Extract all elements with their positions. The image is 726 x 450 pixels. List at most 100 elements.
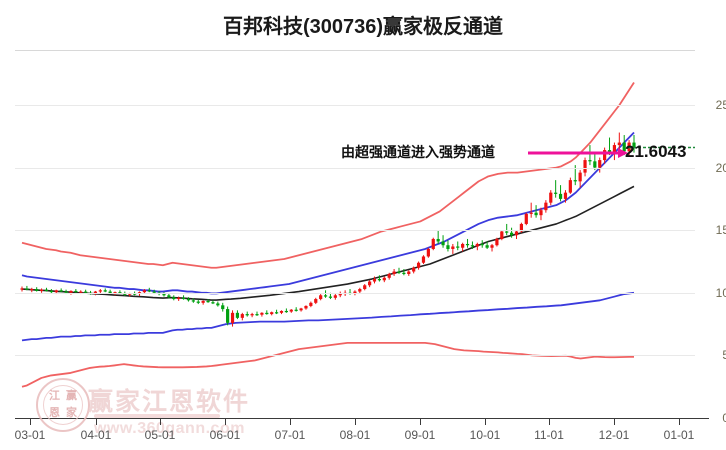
candle-body: [441, 241, 445, 246]
candle-body: [436, 238, 440, 242]
candle-body: [622, 142, 626, 152]
candle-body: [201, 300, 205, 303]
candle-body: [39, 289, 44, 291]
candle-body: [54, 290, 58, 293]
x-axis-tick-label: 01-01: [663, 428, 695, 442]
candle-body: [505, 231, 509, 233]
x-axis-tick-label: 05-01: [144, 428, 176, 442]
candle-body: [191, 300, 195, 302]
candle-body: [412, 267, 416, 272]
candle-body: [221, 305, 225, 310]
candle-body: [382, 277, 386, 281]
x-axis-tick: [420, 418, 421, 425]
candle-body: [74, 290, 78, 293]
y-axis-tick-label: 20: [715, 161, 726, 175]
x-axis-tick: [96, 418, 97, 425]
series-mid_line: [21, 185, 635, 301]
candle-body: [544, 202, 548, 211]
x-axis-tick: [549, 418, 550, 425]
candle-body: [64, 291, 68, 293]
candle-body: [309, 302, 313, 306]
candle-body: [84, 291, 88, 293]
candle-body: [451, 246, 455, 249]
candle-body: [186, 299, 191, 301]
candle-body: [35, 289, 39, 291]
candle-body: [563, 192, 568, 199]
candle-body: [607, 150, 612, 153]
seal-char-1: 江: [49, 390, 60, 402]
candle-body: [534, 212, 538, 216]
candle-body: [421, 256, 426, 263]
candle-body: [573, 180, 577, 182]
candle-body: [142, 290, 146, 293]
candle-body: [407, 271, 411, 275]
candle-body: [274, 312, 279, 314]
candle-body: [328, 296, 333, 298]
candle-body: [598, 160, 602, 168]
candle-body: [392, 271, 396, 275]
candle-body: [93, 291, 98, 294]
x-axis-baseline: [15, 418, 709, 419]
candle-body: [270, 312, 274, 315]
candle-body: [162, 294, 166, 296]
watermark-seal: 江 赢 恩 家: [36, 378, 90, 432]
candle-body: [416, 262, 421, 268]
candle-body: [397, 271, 401, 273]
candle-body: [255, 314, 259, 316]
x-axis-tick-label: 09-01: [404, 428, 436, 442]
candle-body: [284, 310, 288, 313]
candle-body: [152, 291, 156, 293]
candle-body: [603, 150, 607, 161]
x-axis-tick-label: 08-01: [339, 428, 371, 442]
candle-body: [294, 309, 298, 311]
candle-body: [98, 290, 102, 292]
candle-body: [617, 142, 621, 146]
candle-body: [279, 310, 284, 313]
candle-body: [226, 309, 230, 323]
candle-body: [128, 293, 132, 295]
candle-body: [230, 312, 235, 323]
x-axis-tick-label: 03-01: [14, 428, 46, 442]
y-axis-tick-label: 10: [715, 286, 726, 300]
candle-body: [118, 292, 122, 294]
y-axis-tick-label: 25: [715, 98, 726, 112]
candle-body: [549, 192, 553, 203]
gridline-y-20: [15, 168, 695, 169]
candle-body: [103, 290, 107, 292]
x-axis-tick-label: 07-01: [274, 428, 306, 442]
candle-body: [211, 302, 215, 304]
candle-body: [593, 161, 597, 168]
candle-body: [25, 288, 29, 290]
candle-body: [240, 314, 244, 318]
candle-body: [181, 297, 186, 300]
annotation-label: 由超强通道进入强势通道: [341, 144, 495, 160]
candle-body: [632, 142, 636, 148]
x-axis-tick: [614, 418, 615, 425]
candle-body: [583, 160, 587, 173]
watermark-bar: [94, 414, 220, 418]
candle-body: [431, 238, 435, 249]
candle-body: [612, 145, 617, 153]
gridline-y-10: [15, 293, 695, 294]
candle-body: [387, 274, 391, 278]
candle-body: [524, 213, 528, 224]
candle-body: [338, 294, 342, 296]
candle-body: [147, 290, 151, 292]
candle-body: [514, 231, 519, 236]
candle-body: [456, 246, 460, 248]
candle-body: [529, 212, 533, 214]
y-axis-tick-label: 15: [715, 223, 726, 237]
x-axis-tick: [160, 418, 161, 425]
candle-body: [245, 314, 249, 316]
candle-body: [333, 295, 337, 298]
x-axis-tick: [485, 418, 486, 425]
candle-body: [167, 295, 171, 298]
plot-top-border: [15, 50, 695, 51]
seal-char-4: 家: [66, 407, 77, 419]
candle-body: [510, 232, 514, 236]
candle-body: [475, 243, 479, 247]
x-axis-tick-label: 11-01: [534, 428, 564, 442]
candle-body: [49, 290, 53, 293]
candle-body: [44, 289, 49, 291]
